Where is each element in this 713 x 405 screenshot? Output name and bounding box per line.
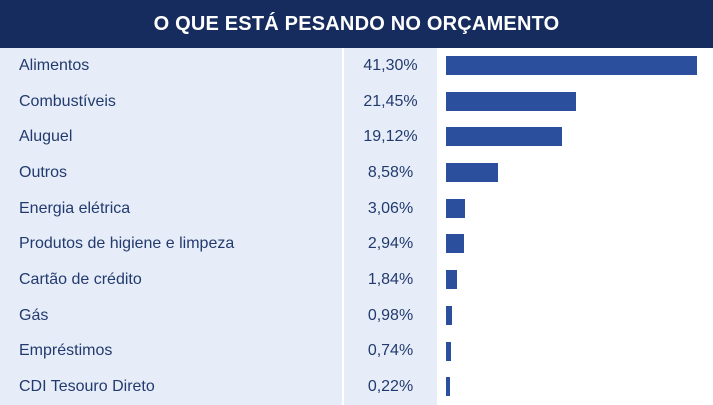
category-label: Energia elétrica	[0, 190, 342, 227]
bar-track	[446, 226, 701, 262]
bar-4	[446, 163, 499, 183]
value-label: 0,74%	[344, 333, 437, 370]
category-label: Outros	[0, 155, 342, 191]
category-label: Produtos de higiene e limpeza	[0, 226, 342, 263]
category-label: Alimentos	[0, 48, 342, 84]
value-label: 3,06%	[344, 190, 437, 227]
category-label: Gás	[0, 297, 342, 334]
chart-title: O QUE ESTÁ PESANDO NO ORÇAMENTO	[0, 0, 713, 48]
bar-track	[446, 191, 701, 227]
category-label: Combustíveis	[0, 83, 342, 120]
chart-rows: Alimentos 41,30% Combustíveis 21,45% Aluguel…	[0, 48, 713, 405]
chart-row: Combustíveis 21,45%	[0, 83, 713, 120]
chart-row: Aluguel 19,12%	[0, 119, 713, 156]
bar-track	[446, 334, 701, 370]
chart-row: Cartão de crédito 1,84%	[0, 262, 713, 298]
value-label: 8,58%	[344, 155, 437, 191]
value-label: 0,22%	[344, 369, 437, 405]
chart-row: Alimentos 41,30%	[0, 48, 713, 84]
value-label: 0,98%	[344, 297, 437, 334]
chart-row: Produtos de higiene e limpeza 2,94%	[0, 226, 713, 263]
value-label: 19,12%	[344, 119, 437, 156]
category-label: Aluguel	[0, 119, 342, 156]
category-label: Cartão de crédito	[0, 262, 342, 298]
chart-row: CDI Tesouro Direto 0,22%	[0, 369, 713, 405]
value-label: 41,30%	[344, 48, 437, 84]
chart-row: Empréstimos 0,74%	[0, 333, 713, 370]
bar-track	[446, 155, 701, 191]
bar-track	[446, 298, 701, 334]
bar-track	[446, 84, 701, 120]
bar-5	[446, 198, 465, 218]
category-label: CDI Tesouro Direto	[0, 369, 342, 405]
bar-1	[446, 56, 697, 75]
bar-track	[446, 369, 701, 405]
bar-10	[446, 377, 450, 397]
bar-6	[446, 234, 464, 254]
bar-8	[446, 305, 452, 325]
bar-2	[446, 91, 577, 111]
bar-track	[446, 262, 701, 298]
value-label: 1,84%	[344, 262, 437, 298]
chart-row: Energia elétrica 3,06%	[0, 190, 713, 227]
bar-3	[446, 127, 563, 147]
bar-9	[446, 341, 451, 361]
bar-track	[446, 119, 701, 155]
bar-track	[446, 48, 701, 84]
bar-7	[446, 270, 458, 290]
value-label: 2,94%	[344, 226, 437, 263]
chart-row: Gás 0,98%	[0, 297, 713, 334]
chart-row: Outros 8,58%	[0, 155, 713, 191]
category-label: Empréstimos	[0, 333, 342, 370]
value-label: 21,45%	[344, 83, 437, 120]
